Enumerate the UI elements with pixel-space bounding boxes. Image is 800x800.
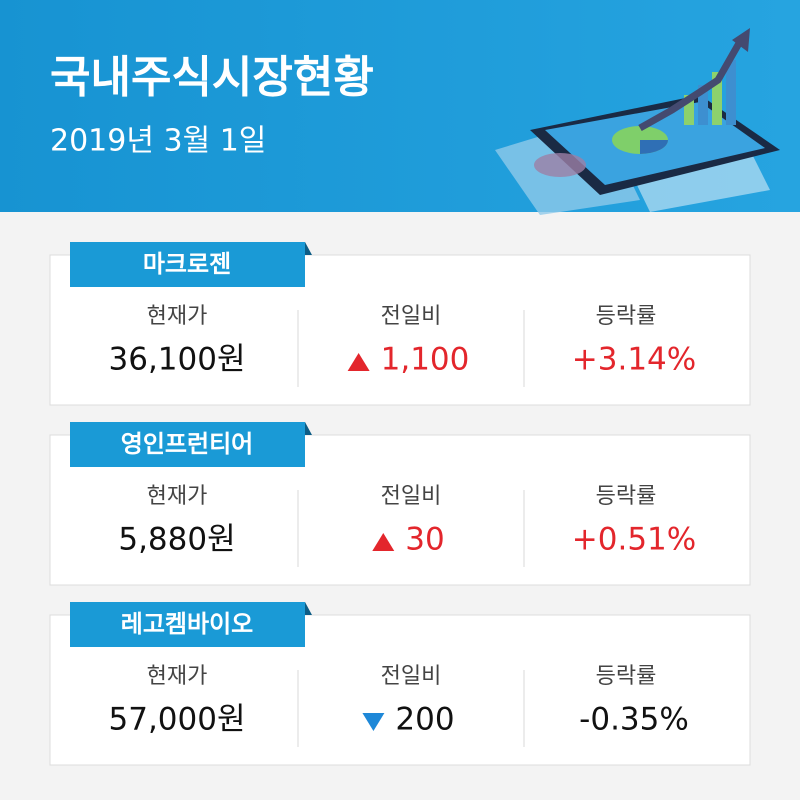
rate: +3.14% xyxy=(572,342,696,378)
down-arrow xyxy=(362,713,385,731)
stock-name: 영인프런티어 xyxy=(121,430,253,458)
stock-name: 레고켐바이오 xyxy=(121,610,253,638)
date: 2019년 3월 1일 xyxy=(50,124,266,159)
stock-name: 마크로젠 xyxy=(143,250,231,278)
change: 30 xyxy=(405,522,444,558)
tab-fold xyxy=(305,422,312,435)
header-illustration xyxy=(495,28,780,215)
column-label: 등락률 xyxy=(596,484,657,509)
column-label: 현재가 xyxy=(147,664,208,689)
price: 5,880원 xyxy=(118,522,235,558)
price: 36,100원 xyxy=(109,342,246,378)
name-tab xyxy=(70,422,305,467)
column-label: 전일비 xyxy=(381,664,442,689)
tab-fold xyxy=(305,242,312,255)
tab-fold xyxy=(305,602,312,615)
column-label: 등락률 xyxy=(596,664,657,689)
price: 57,000원 xyxy=(109,702,246,738)
name-tab xyxy=(70,242,305,287)
column-label: 전일비 xyxy=(381,304,442,329)
change: 200 xyxy=(395,702,454,738)
change: 1,100 xyxy=(381,342,470,378)
column-label: 현재가 xyxy=(147,484,208,509)
up-arrow xyxy=(347,353,370,371)
column-label: 현재가 xyxy=(147,304,208,329)
rate: +0.51% xyxy=(572,522,696,558)
rate: -0.35% xyxy=(579,702,689,738)
column-label: 등락률 xyxy=(596,304,657,329)
title: 국내주식시장현황 xyxy=(50,52,374,103)
name-tab xyxy=(70,602,305,647)
column-label: 전일비 xyxy=(381,484,442,509)
up-arrow xyxy=(372,533,395,551)
